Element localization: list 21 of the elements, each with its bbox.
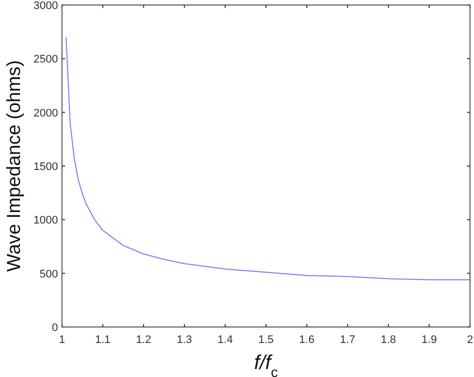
x-tick-label: 1.8	[380, 334, 396, 346]
y-tick-label: 1500	[34, 161, 58, 173]
y-tick-label: 2500	[34, 54, 58, 66]
x-tick-label: 1.4	[218, 334, 233, 346]
x-tick-label: 1.3	[176, 334, 192, 346]
y-tick-label: 1000	[34, 214, 58, 227]
x-tick-label: 1.5	[258, 334, 274, 346]
x-tick-label: 1	[58, 334, 66, 346]
y-tick-label: 2000	[34, 107, 58, 120]
y-tick-label: 3000	[34, 0, 58, 12]
line-series	[66, 36, 470, 280]
x-tick-label: 2	[466, 334, 474, 346]
x-tick-label: 1.7	[340, 334, 356, 346]
x-tick-label: 1.1	[95, 334, 110, 346]
x-tick-label: 1.6	[299, 334, 314, 346]
x-tick-label: 1.2	[136, 334, 152, 346]
x-axis-title: f/f$_{c}$	[254, 352, 278, 377]
y-tick-label: 0	[52, 322, 58, 334]
y-tick-label: 500	[40, 268, 58, 280]
y-axis-title: Wave Impedance (ohms)	[4, 60, 25, 272]
x-tick-label: 1.9	[422, 334, 437, 346]
